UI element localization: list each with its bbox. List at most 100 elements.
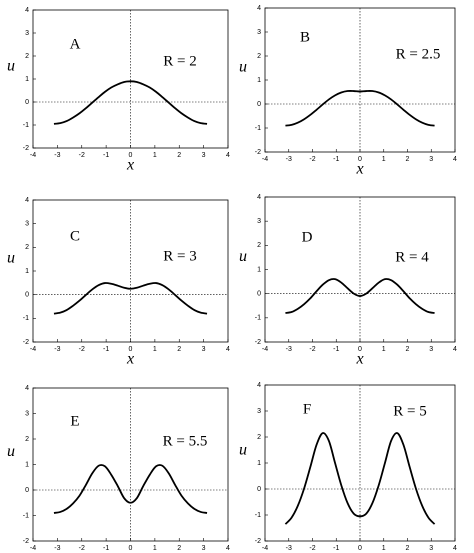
- y-tick-label: -2: [255, 339, 261, 346]
- x-axis-label: x: [126, 351, 134, 368]
- y-tick-label: 3: [25, 30, 29, 37]
- y-tick-label: -1: [23, 122, 29, 129]
- x-tick-label: -2: [309, 346, 315, 353]
- x-tick-label: -1: [333, 156, 339, 163]
- y-tick-label: -1: [23, 512, 29, 519]
- x-tick-label: -4: [262, 545, 268, 552]
- x-tick-label: -4: [262, 156, 268, 163]
- annotation: R = 5: [393, 403, 426, 419]
- x-tick-label: 4: [226, 346, 230, 353]
- x-tick-label: 0: [358, 346, 362, 353]
- x-tick-label: 1: [382, 156, 386, 163]
- x-tick-label: -2: [309, 545, 315, 552]
- y-tick-label: 1: [25, 461, 29, 468]
- x-tick-label: 2: [177, 152, 181, 159]
- x-tick-label: 2: [406, 156, 410, 163]
- x-tick-label: -3: [286, 545, 292, 552]
- y-tick-label: 2: [25, 244, 29, 251]
- x-tick-label: 2: [406, 346, 410, 353]
- x-tick-label: 3: [202, 545, 206, 552]
- x-tick-label: 2: [406, 545, 410, 552]
- x-tick-label: 1: [382, 545, 386, 552]
- y-tick-label: 0: [25, 487, 29, 494]
- x-tick-label: -1: [103, 152, 109, 159]
- x-tick-label: 3: [429, 156, 433, 163]
- x-tick-label: 2: [177, 346, 181, 353]
- y-tick-label: -2: [23, 339, 29, 346]
- y-tick-label: -2: [23, 538, 29, 545]
- panel-label: D: [302, 229, 313, 245]
- y-tick-label: 0: [257, 291, 261, 298]
- y-tick-label: 3: [25, 221, 29, 228]
- x-tick-label: 2: [177, 545, 181, 552]
- x-tick-label: 4: [226, 545, 230, 552]
- y-axis-label: u: [239, 248, 247, 265]
- x-tick-label: 0: [358, 545, 362, 552]
- x-tick-label: -1: [103, 346, 109, 353]
- x-tick-label: 0: [129, 346, 133, 353]
- x-axis-label: x: [126, 550, 134, 553]
- panel-label: C: [70, 228, 80, 244]
- y-axis-label: u: [239, 442, 247, 459]
- y-tick-label: 1: [25, 76, 29, 83]
- y-tick-label: -1: [255, 315, 261, 322]
- y-tick-label: 0: [257, 101, 261, 108]
- y-tick-label: 4: [257, 382, 261, 389]
- x-tick-label: 1: [153, 346, 157, 353]
- x-tick-label: 4: [453, 156, 457, 163]
- y-tick-label: 2: [25, 436, 29, 443]
- y-tick-label: 0: [257, 486, 261, 493]
- y-tick-label: 4: [25, 197, 29, 204]
- x-axis-label: x: [355, 550, 363, 553]
- x-axis-label: x: [355, 351, 363, 368]
- panel-label: A: [70, 36, 81, 52]
- y-tick-label: -2: [23, 145, 29, 152]
- y-axis-label: u: [7, 443, 15, 460]
- annotation: R = 2.5: [396, 46, 441, 62]
- y-tick-label: 3: [257, 408, 261, 415]
- y-tick-label: 3: [25, 410, 29, 417]
- x-tick-label: 4: [226, 152, 230, 159]
- x-tick-label: -2: [79, 346, 85, 353]
- y-tick-label: 3: [257, 29, 261, 36]
- annotation: R = 5.5: [163, 433, 208, 449]
- x-axis-label: x: [126, 157, 134, 174]
- x-tick-label: -2: [309, 156, 315, 163]
- x-tick-label: -4: [30, 545, 36, 552]
- x-tick-label: 1: [153, 152, 157, 159]
- y-tick-label: 2: [25, 53, 29, 60]
- y-axis-label: u: [239, 59, 247, 76]
- x-tick-label: -3: [54, 346, 60, 353]
- panel-label: E: [70, 413, 79, 429]
- annotation: R = 3: [163, 248, 196, 264]
- curve: [53, 80, 208, 125]
- x-tick-label: -1: [103, 545, 109, 552]
- x-tick-label: 0: [129, 152, 133, 159]
- y-tick-label: -1: [255, 512, 261, 519]
- x-tick-label: -1: [333, 545, 339, 552]
- y-axis-label: u: [7, 58, 15, 75]
- x-tick-label: -3: [286, 156, 292, 163]
- x-tick-label: -3: [54, 152, 60, 159]
- y-tick-label: 1: [25, 268, 29, 275]
- y-tick-label: 0: [25, 99, 29, 106]
- x-tick-label: 3: [429, 545, 433, 552]
- x-tick-label: 0: [358, 156, 362, 163]
- x-tick-label: -1: [333, 346, 339, 353]
- curve: [53, 282, 208, 315]
- x-tick-label: 3: [202, 346, 206, 353]
- y-tick-label: 1: [257, 266, 261, 273]
- x-tick-label: 1: [382, 346, 386, 353]
- y-axis-label: u: [7, 250, 15, 267]
- x-tick-label: -4: [30, 152, 36, 159]
- y-tick-label: -1: [255, 125, 261, 132]
- x-tick-label: -4: [262, 346, 268, 353]
- y-tick-label: -2: [255, 149, 261, 156]
- y-tick-label: 4: [25, 7, 29, 14]
- y-tick-label: 1: [257, 77, 261, 84]
- x-tick-label: 4: [453, 545, 457, 552]
- y-tick-label: 4: [25, 385, 29, 392]
- curve: [284, 432, 436, 525]
- x-tick-label: -2: [79, 545, 85, 552]
- curve: [285, 90, 435, 127]
